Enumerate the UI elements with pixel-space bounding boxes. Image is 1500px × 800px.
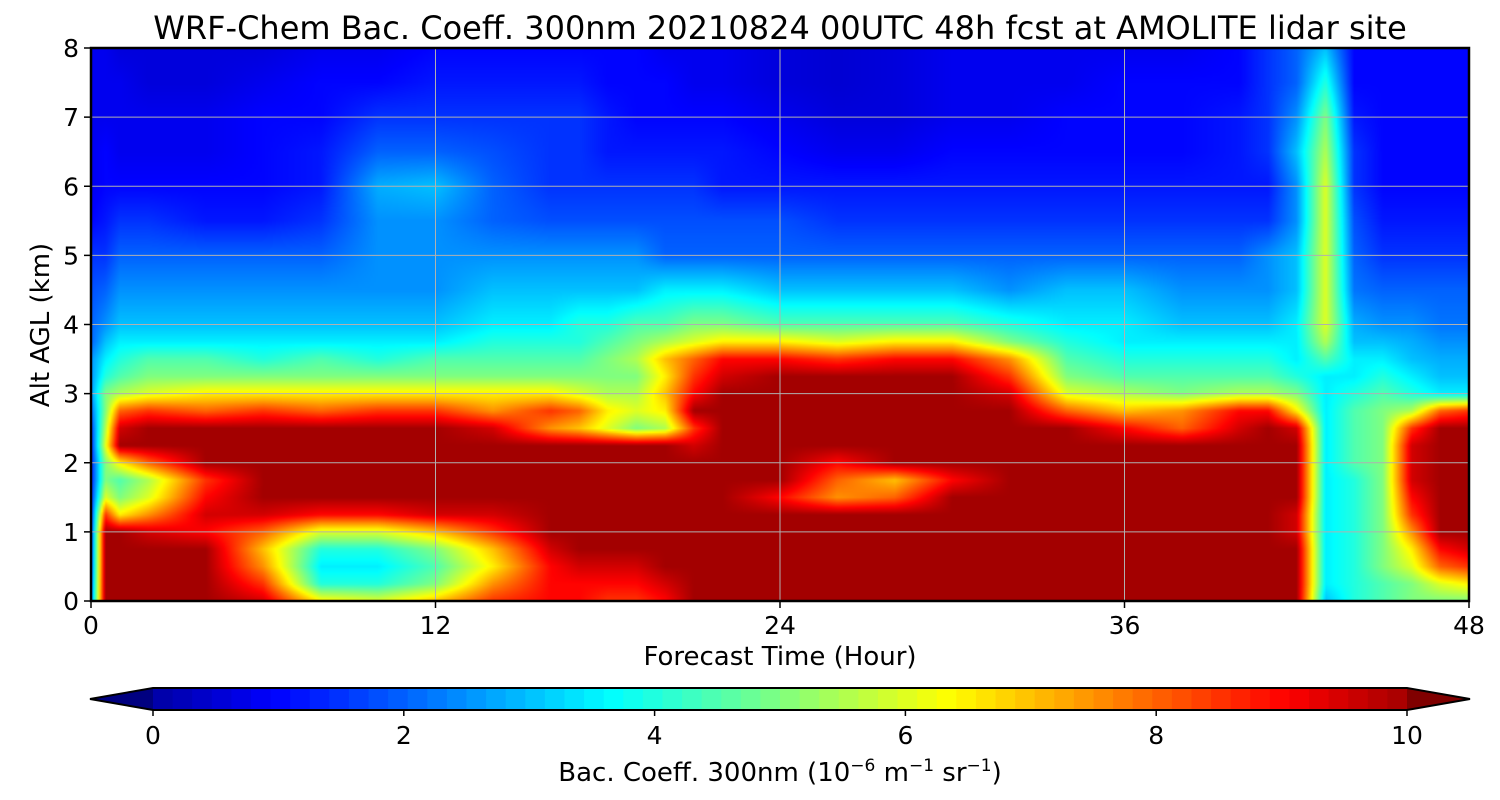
- y-axis-label: Alt AGL (km): [26, 243, 56, 407]
- colorbar-segment: [662, 688, 683, 710]
- y-tick-label: 8: [63, 34, 79, 63]
- x-tick-label: 0: [83, 611, 99, 640]
- y-axis-ticks: 0 1 2 3 4 5 6 7 8: [63, 34, 91, 616]
- colorbar-segment: [505, 688, 526, 710]
- colorbar-segment: [858, 688, 879, 710]
- colorbar-segment: [584, 688, 605, 710]
- colorbar-tick-label: 0: [145, 721, 161, 750]
- colorbar-segment: [1250, 688, 1271, 710]
- x-tick-label: 24: [764, 611, 796, 640]
- colorbar-segment: [1387, 688, 1408, 710]
- colorbar-segment: [1269, 688, 1291, 710]
- y-tick-label: 2: [63, 449, 79, 478]
- colorbar-segment: [623, 688, 644, 710]
- colorbar-tick-label: 10: [1391, 721, 1423, 750]
- colorbar-segment: [525, 688, 546, 710]
- x-tick-label: 12: [420, 611, 452, 640]
- x-tick-label: 48: [1453, 611, 1485, 640]
- colorbar-segment: [1211, 688, 1232, 710]
- colorbar-segment: [153, 688, 174, 710]
- y-tick-label: 0: [63, 587, 79, 616]
- colorbar-segment: [250, 688, 272, 710]
- colorbar-segment: [1073, 688, 1095, 710]
- colorbar-segment: [1093, 688, 1114, 710]
- colorbar-segment: [936, 688, 957, 710]
- colorbar-segment: [466, 688, 487, 710]
- colorbar-extend-high: [1407, 688, 1470, 710]
- x-axis-label: Forecast Time (Hour): [643, 642, 916, 672]
- colorbar-segment: [564, 688, 585, 710]
- colorbar-segment: [1113, 688, 1134, 710]
- colorbar-segment: [368, 688, 389, 710]
- colorbar-segment: [701, 688, 722, 710]
- colorbar-segment: [1054, 688, 1075, 710]
- y-tick-label: 7: [63, 103, 79, 132]
- y-tick-label: 5: [63, 241, 79, 270]
- colorbar-segment: [231, 688, 252, 710]
- colorbar-tick-label: 2: [396, 721, 412, 750]
- colorbar-segment: [172, 688, 193, 710]
- colorbar-segment: [407, 688, 428, 710]
- colorbar-label: Bac. Coeff. 300nm (10−6 m−1 sr−1): [558, 756, 1001, 788]
- colorbar-segment: [603, 688, 624, 710]
- colorbar-segment: [760, 688, 781, 710]
- colorbar-segment: [1309, 688, 1330, 710]
- colorbar-segment: [897, 688, 918, 710]
- colorbar-segment: [780, 688, 801, 710]
- chart-title: WRF-Chem Bac. Coeff. 300nm 20210824 00UT…: [153, 9, 1407, 47]
- colorbar-segment: [211, 688, 232, 710]
- colorbar-segment: [819, 688, 840, 710]
- colorbar-segment: [838, 688, 859, 710]
- colorbar-segment: [1034, 688, 1055, 710]
- y-tick-label: 4: [63, 311, 79, 340]
- colorbar-segment: [192, 688, 213, 710]
- colorbar-segment: [309, 688, 330, 710]
- colorbar-segment: [1152, 688, 1173, 710]
- colorbar-segment: [446, 688, 468, 710]
- colorbar-tick-label: 6: [897, 721, 913, 750]
- colorbar-segment: [1132, 688, 1153, 710]
- colorbar-segment: [799, 688, 820, 710]
- colorbar-segment: [388, 688, 409, 710]
- colorbar-segment: [956, 688, 977, 710]
- colorbar-segment: [544, 688, 566, 710]
- colorbar-segment: [995, 688, 1016, 710]
- colorbar-segment: [427, 688, 448, 710]
- colorbar-segment: [1367, 688, 1388, 710]
- colorbar-segment: [1191, 688, 1212, 710]
- colorbar-segment: [486, 688, 507, 710]
- colorbar-segment: [740, 688, 761, 710]
- colorbar-segment: [682, 688, 703, 710]
- y-tick-label: 1: [63, 518, 79, 547]
- y-tick-label: 3: [63, 380, 79, 409]
- colorbar-tick-label: 8: [1148, 721, 1164, 750]
- colorbar-segment: [348, 688, 370, 710]
- colorbar-segment: [1328, 688, 1349, 710]
- colorbar-tick-label: 4: [647, 721, 663, 750]
- colorbar-segment: [1015, 688, 1036, 710]
- colorbar-segment: [642, 688, 664, 710]
- colorbar-segment: [1348, 688, 1369, 710]
- colorbar-segment: [721, 688, 742, 710]
- colorbar-segment: [270, 688, 291, 710]
- colorbar-segment: [975, 688, 997, 710]
- colorbar-segment: [1230, 688, 1251, 710]
- colorbar-segment: [329, 688, 350, 710]
- colorbar-extend-low: [90, 688, 153, 710]
- colorbar-segment: [290, 688, 311, 710]
- y-tick-label: 6: [63, 172, 79, 201]
- colorbar: 0 2 4 6 8 10: [89, 687, 1471, 750]
- x-tick-label: 36: [1109, 611, 1141, 640]
- x-axis-ticks: 0 12 24 36 48: [83, 601, 1485, 640]
- colorbar-segment: [1171, 688, 1193, 710]
- colorbar-segment: [877, 688, 899, 710]
- colorbar-segment: [1289, 688, 1310, 710]
- colorbar-segment: [917, 688, 938, 710]
